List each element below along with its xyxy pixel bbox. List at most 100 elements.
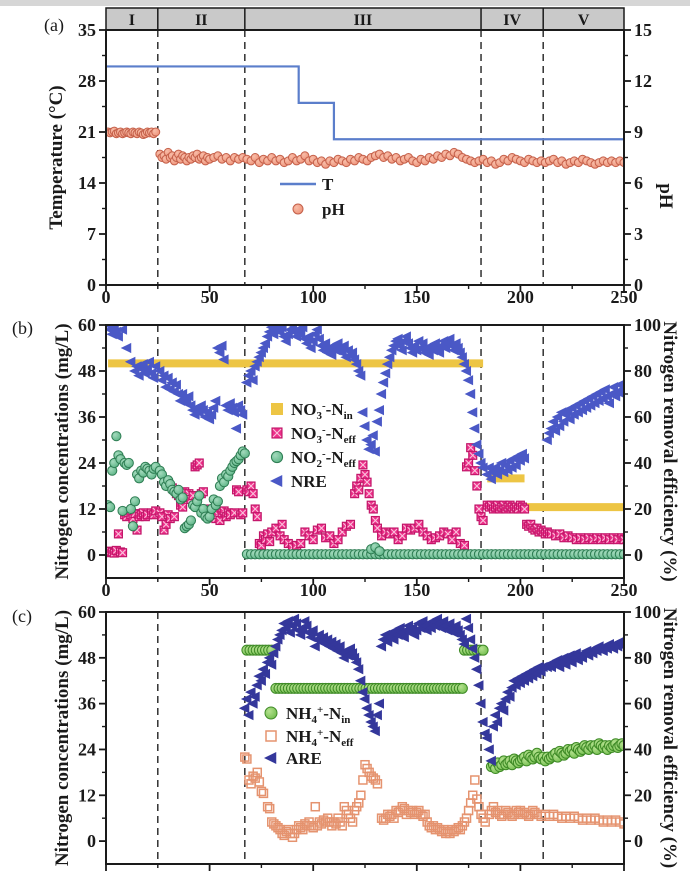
no3-neff-marker-hatch	[369, 505, 377, 513]
b-x-tick-label: 0	[102, 580, 111, 600]
nre-marker	[547, 416, 559, 427]
no2-neff-marker	[123, 457, 134, 469]
a-right-tick-label: 15	[634, 20, 652, 40]
a-x-tick-label: 200	[507, 287, 534, 307]
a-right-tick-label: 6	[634, 173, 643, 193]
c-left-tick-label: 48	[78, 648, 96, 668]
panel-c: 0 12 24 36 48 60 0 20 40 60 80 100 Nitrogen concentr…	[12, 602, 680, 871]
nre-marker	[615, 390, 624, 398]
b-x-tick-label: 200	[507, 580, 534, 600]
nre-marker	[143, 356, 155, 367]
panel-b-label: (b)	[12, 318, 33, 339]
a-left-tick-label: 0	[87, 275, 96, 295]
nh4-nin-marker	[264, 706, 278, 720]
are-marker	[263, 652, 275, 663]
are-marker	[359, 693, 370, 705]
nre-marker	[259, 338, 271, 349]
a-x-tick-label: 50	[201, 287, 219, 307]
are-marker	[356, 687, 368, 698]
series-are	[238, 613, 624, 767]
no3-neff-marker-hatch	[309, 536, 317, 544]
no3-neff-marker-hatch	[266, 538, 274, 545]
a-x-tick-label: 0	[102, 287, 111, 307]
no3-neff-marker-hatch	[620, 536, 624, 544]
nh4-neff-marker	[262, 801, 273, 812]
are-marker	[354, 675, 366, 686]
nre-marker	[443, 333, 455, 344]
c-right-axis-title: Nitrogen removal efficiency (%)	[659, 608, 680, 868]
no3-neff-marker-hatch	[479, 517, 487, 524]
nre-marker	[296, 325, 308, 333]
no3-neff-marker-hatch	[461, 542, 468, 549]
are-marker	[487, 721, 498, 732]
no2-neff-marker	[127, 521, 139, 532]
nre-marker	[359, 421, 370, 432]
nre-marker	[294, 329, 306, 340]
no3-neff-marker-hatch	[195, 459, 203, 467]
are-marker	[290, 618, 302, 629]
nre-marker	[313, 333, 324, 344]
no2-neff-marker	[177, 492, 188, 503]
b-x-tick-label: 250	[611, 580, 638, 600]
no3-neff-marker-hatch	[521, 505, 528, 513]
b-right-tick-label: 40	[634, 453, 652, 473]
no3-neff-marker-hatch	[115, 530, 122, 538]
b-left-tick-label: 48	[78, 361, 96, 381]
series-nre	[106, 325, 624, 485]
nre-marker	[218, 354, 229, 365]
nre-marker	[477, 462, 488, 473]
no3-neff-marker-hatch	[398, 532, 406, 540]
a-left-tick-label: 28	[78, 71, 96, 91]
nre-marker	[354, 370, 366, 381]
no3-neff-marker-hatch	[179, 503, 187, 511]
no3-neff-marker-hatch	[465, 459, 472, 467]
nre-marker	[270, 475, 283, 487]
nre-marker	[276, 325, 287, 333]
nh4-neff-marker	[372, 779, 383, 789]
nh4-neff-marker	[619, 819, 624, 829]
are-marker	[267, 648, 279, 659]
no3-neff-marker-hatch	[471, 467, 479, 475]
phase-label-I: I	[129, 12, 135, 29]
nh4-neff-marker	[256, 786, 267, 797]
a-left-tick-label: 35	[78, 20, 96, 40]
a-right-tick-label: 9	[634, 122, 643, 142]
nre-marker	[230, 423, 242, 434]
nre-marker	[379, 368, 391, 379]
nre-marker	[280, 336, 291, 347]
are-marker	[264, 752, 277, 764]
nre-marker	[464, 388, 476, 400]
are-marker	[462, 622, 474, 634]
nre-marker	[383, 352, 395, 363]
nh4-neff-marker	[242, 754, 252, 764]
nre-marker	[417, 338, 428, 349]
no3-neff-marker-hatch	[361, 471, 369, 478]
no3-neff-marker-hatch	[390, 528, 398, 536]
are-marker	[259, 668, 271, 679]
nre-marker	[373, 405, 385, 416]
no3-neff-marker-hatch	[326, 532, 334, 540]
are-marker	[361, 703, 372, 714]
legend-no2-neff-label: NO2--Neff	[291, 448, 356, 470]
nre-marker	[483, 462, 494, 473]
t-line	[106, 65, 624, 141]
nh4-neff-marker	[265, 730, 277, 742]
no3-neff-marker-hatch	[318, 524, 325, 532]
panel-c-frame	[105, 611, 625, 865]
c-left-tick-label: 60	[78, 602, 96, 622]
are-marker	[485, 755, 496, 767]
are-marker	[369, 726, 380, 737]
series-nh4-neff	[240, 752, 624, 843]
nre-marker	[468, 423, 480, 434]
no3-neff-marker-hatch	[371, 517, 379, 524]
series-nh4-nin	[241, 644, 624, 775]
nre-marker	[162, 372, 173, 383]
nh4-neff-marker	[258, 788, 269, 799]
no2-neff-marker	[106, 501, 116, 513]
are-marker	[398, 632, 409, 643]
b-left-tick-label: 36	[78, 407, 96, 427]
nre-marker	[213, 347, 225, 358]
